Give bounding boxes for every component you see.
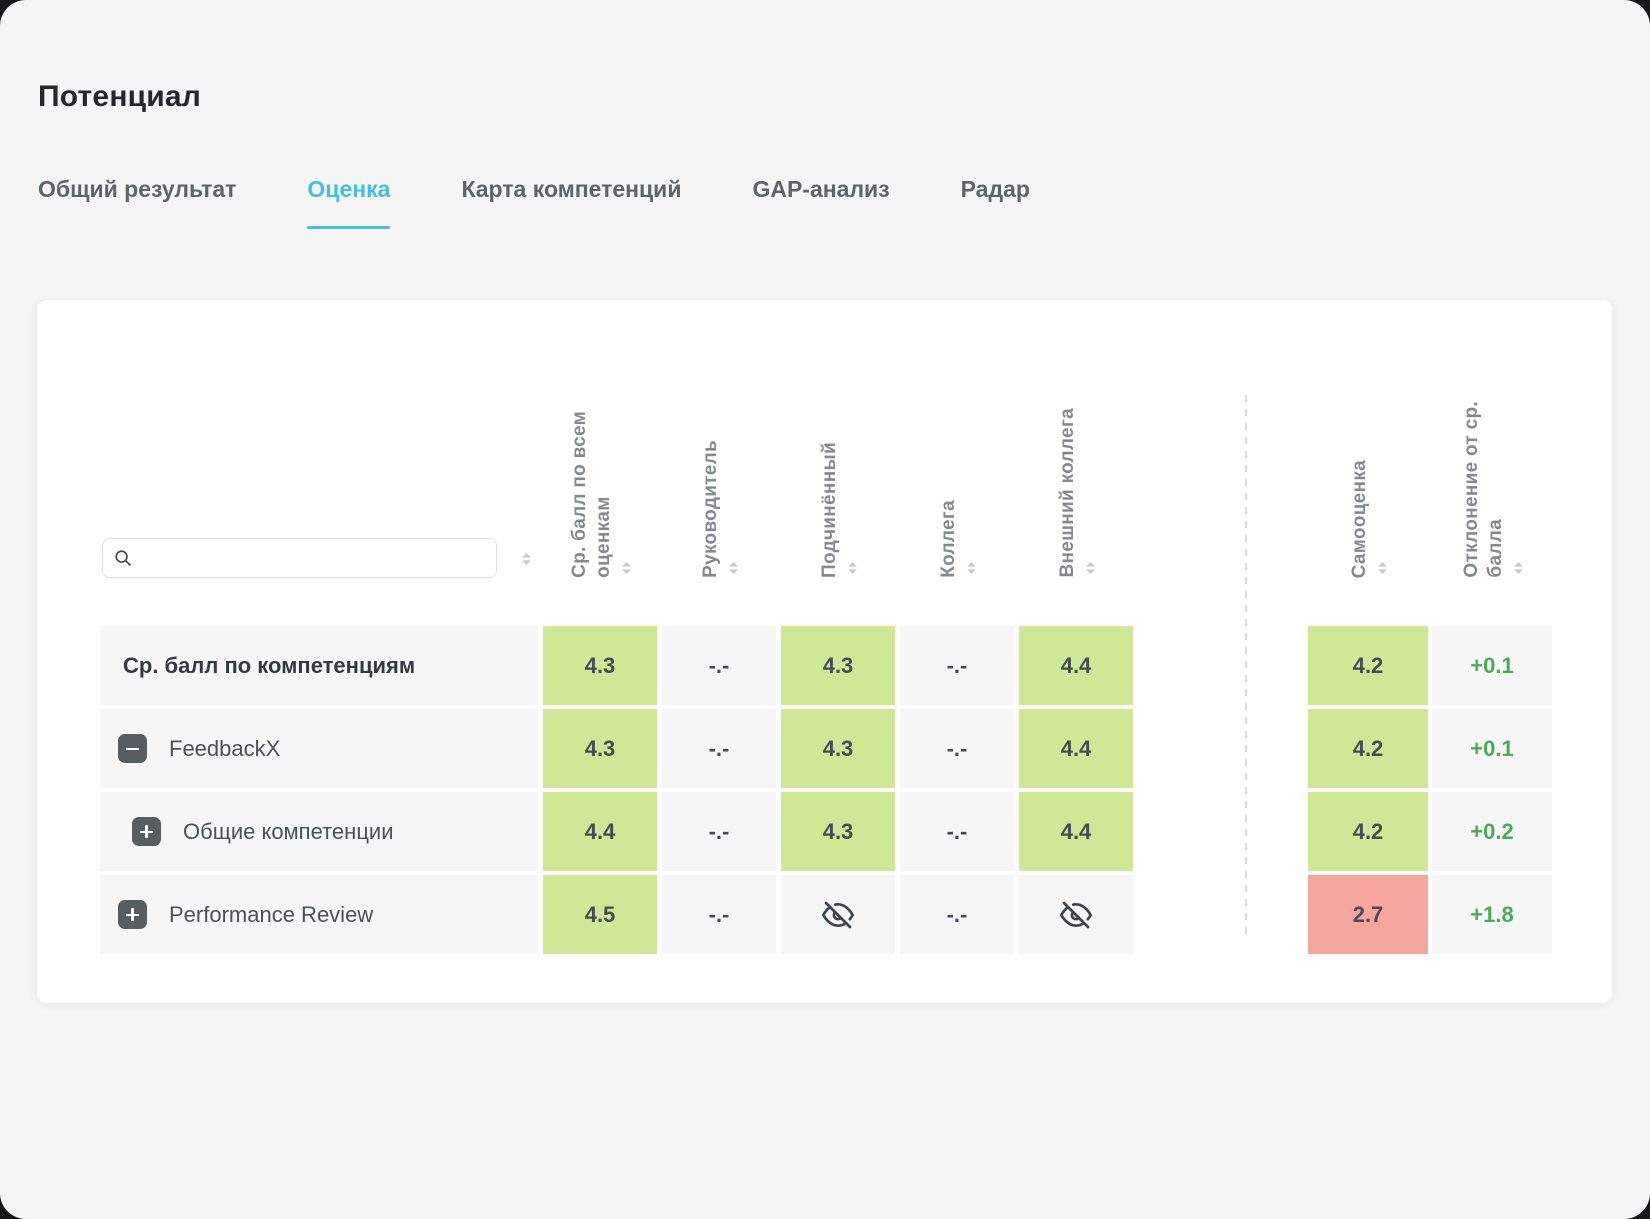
score-cell: 4.4 (1019, 709, 1133, 788)
row-label-cell: Ср. балл по компетенциям (100, 626, 538, 705)
self-score-cell: 4.2 (1308, 792, 1428, 871)
score-cell: -.- (900, 626, 1014, 705)
score-cell: -.- (662, 709, 776, 788)
section-divider (1245, 395, 1247, 940)
score-cell: 4.4 (1019, 792, 1133, 871)
self-score-cell: 4.2 (1308, 709, 1428, 788)
score-cell: 4.4 (1019, 626, 1133, 705)
sort-icon-external-colleague[interactable] (1085, 561, 1096, 575)
search-box (102, 538, 497, 578)
sort-icon-subordinate[interactable] (847, 561, 858, 575)
deviation-cell: +0.1 (1432, 626, 1552, 705)
score-cell: 4.4 (543, 792, 657, 871)
table-row-average: Ср. балл по компетенциям 4.3 -.- 4.3 -.-… (37, 626, 1612, 705)
sort-icon-colleague[interactable] (966, 561, 977, 575)
score-cell: 4.3 (781, 709, 895, 788)
score-cell: 4.3 (781, 792, 895, 871)
hidden-eye-icon (1060, 899, 1092, 931)
sort-icon-avg-all[interactable] (621, 561, 632, 575)
column-header-self-assessment: Самооценка (1348, 460, 1388, 578)
score-cell: 4.3 (781, 626, 895, 705)
row-label-cell: Общие компетенции (100, 792, 538, 871)
tab-gap-analysis[interactable]: GAP-анализ (752, 176, 890, 202)
score-cell (1019, 875, 1133, 954)
search-input[interactable] (141, 546, 486, 570)
sort-icon-name[interactable] (521, 552, 532, 566)
hidden-eye-icon (822, 899, 854, 931)
search-icon (113, 548, 133, 568)
score-cell: 4.3 (543, 626, 657, 705)
tab-radar[interactable]: Радар (960, 176, 1030, 202)
self-score-cell: 4.2 (1308, 626, 1428, 705)
score-cell: 4.3 (543, 709, 657, 788)
tabs-bar: Общий результат Оценка Карта компетенций… (38, 176, 1030, 229)
sort-icon-manager[interactable] (728, 561, 739, 575)
deviation-cell: +0.1 (1432, 709, 1552, 788)
score-cell: -.- (662, 626, 776, 705)
page-title: Потенциал (38, 80, 202, 113)
column-header-external-colleague: Внешний коллега (1056, 408, 1096, 578)
deviation-cell: +0.2 (1432, 792, 1552, 871)
table-row-feedbackx: FeedbackX 4.3 -.- 4.3 -.- 4.4 4.2 +0.1 (37, 709, 1612, 788)
column-header-manager: Руководитель (699, 440, 739, 578)
deviation-cell: +1.8 (1432, 875, 1552, 954)
score-cell: -.- (900, 709, 1014, 788)
table-row-general-competencies: Общие компетенции 4.4 -.- 4.3 -.- 4.4 4.… (37, 792, 1612, 871)
tab-overall-result[interactable]: Общий результат (38, 176, 237, 202)
score-cell (781, 875, 895, 954)
expand-button[interactable] (132, 817, 161, 846)
self-score-cell: 2.7 (1308, 875, 1428, 954)
column-header-avg-all: Ср. балл по всем оценкам (568, 411, 632, 578)
assessment-table-card: Ср. балл по всем оценкам Руководитель По… (37, 300, 1612, 1003)
tab-competency-map[interactable]: Карта компетенций (461, 176, 682, 202)
score-cell: -.- (900, 792, 1014, 871)
row-label-cell: Performance Review (100, 875, 538, 954)
column-header-colleague: Коллега (937, 500, 977, 578)
score-cell: 4.5 (543, 875, 657, 954)
row-label-cell: FeedbackX (100, 709, 538, 788)
score-cell: -.- (900, 875, 1014, 954)
sort-icon-deviation[interactable] (1513, 561, 1524, 575)
score-cell: -.- (662, 792, 776, 871)
column-header-deviation: Отклонение от ср. балла (1460, 401, 1524, 578)
collapse-button[interactable] (118, 734, 147, 763)
score-cell: -.- (662, 875, 776, 954)
column-header-subordinate: Подчинённый (818, 442, 858, 578)
table-row-performance-review: Performance Review 4.5 -.- -.- (37, 875, 1612, 954)
tab-assessment[interactable]: Оценка (307, 176, 391, 229)
table-body: Ср. балл по компетенциям 4.3 -.- 4.3 -.-… (37, 626, 1612, 958)
expand-button[interactable] (118, 900, 147, 929)
sort-icon-self-assessment[interactable] (1377, 561, 1388, 575)
